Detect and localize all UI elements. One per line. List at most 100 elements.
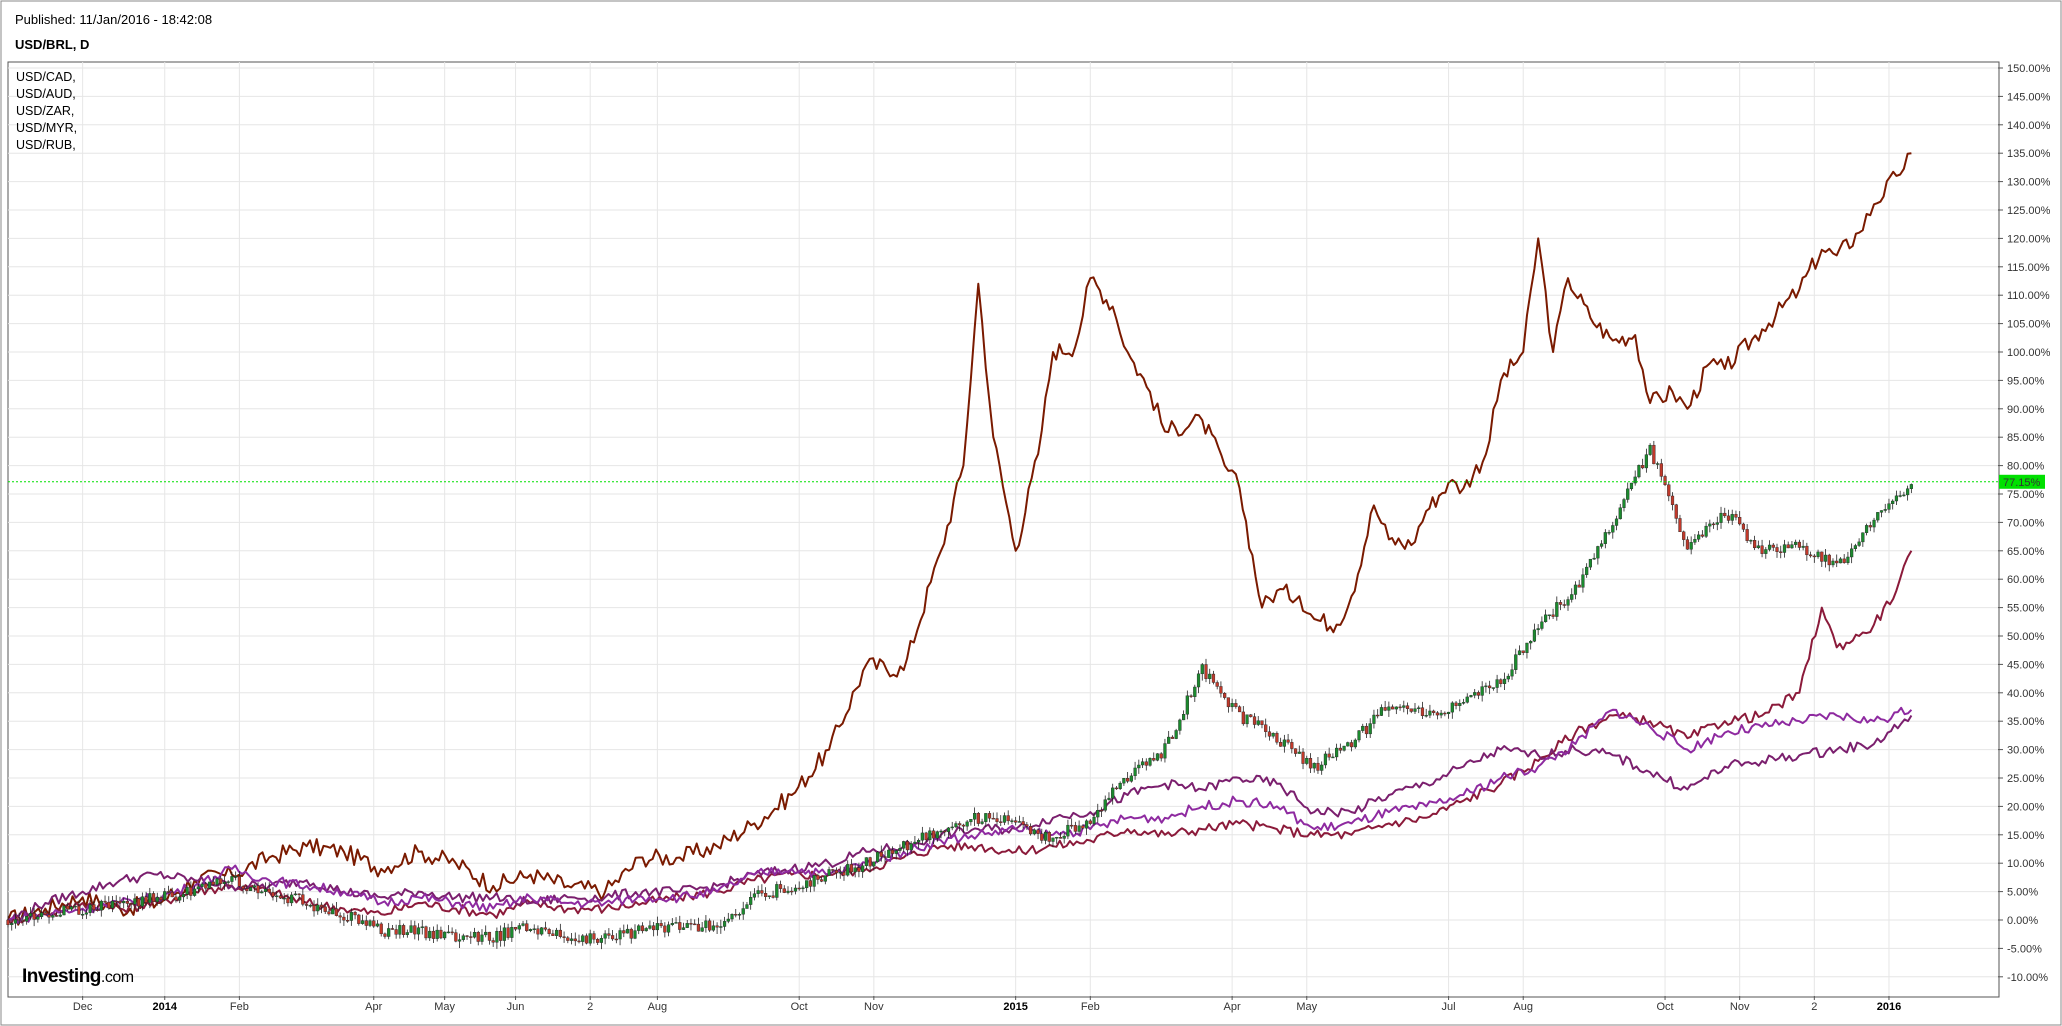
candle-body	[353, 911, 357, 916]
candle-body	[476, 932, 480, 942]
candle-body	[999, 821, 1003, 823]
logo-suffix: .com	[100, 969, 134, 986]
candle-body	[1058, 837, 1063, 839]
candle-body	[267, 888, 271, 893]
y-tick-label: 110.00%	[2007, 290, 2050, 302]
candle-body	[540, 927, 544, 935]
candle-body	[495, 930, 499, 943]
candle-body	[1331, 756, 1335, 759]
candle-body	[443, 931, 447, 939]
candle-body	[954, 823, 958, 828]
candle-body	[151, 893, 156, 902]
candle-body	[1682, 531, 1686, 540]
y-tick-label: 140.00%	[2007, 120, 2051, 132]
candle-body	[1129, 775, 1133, 782]
candle-body	[1062, 835, 1066, 839]
candle-body	[480, 934, 484, 942]
candle-body	[1249, 714, 1253, 717]
candle-body	[1786, 544, 1790, 549]
candle-body	[114, 900, 118, 903]
candle-body	[398, 925, 402, 935]
candle-body	[868, 857, 872, 867]
y-tick-label: 130.00%	[2007, 177, 2051, 189]
candle-body	[263, 888, 268, 892]
candle-body	[1010, 820, 1014, 822]
candle-body	[357, 914, 361, 924]
candle-body	[607, 933, 611, 936]
candle-body	[827, 869, 831, 876]
candle-body	[1417, 707, 1421, 709]
candle-body	[62, 905, 66, 916]
candle-body	[484, 931, 488, 936]
candle-body	[129, 903, 133, 905]
candle-body	[1659, 463, 1663, 477]
candle-body	[499, 930, 503, 941]
candle-body	[166, 891, 171, 893]
candle-body	[1626, 488, 1630, 500]
candle-body	[1099, 809, 1104, 812]
y-tick-label: 115.00%	[2007, 262, 2050, 274]
candle-body	[547, 929, 551, 934]
candle-body	[1685, 539, 1690, 550]
candle-body	[409, 925, 413, 933]
candle-body	[375, 923, 380, 927]
candle-body	[778, 884, 783, 889]
y-tick-label: 120.00%	[2007, 233, 2051, 245]
candle-body	[1715, 522, 1719, 525]
candle-body	[771, 895, 775, 898]
candle-body	[1670, 495, 1675, 505]
candle-body	[144, 896, 148, 903]
candle-body	[887, 849, 891, 858]
candle-body	[670, 923, 674, 925]
candle-body	[323, 906, 327, 912]
candle-body	[1812, 555, 1816, 558]
candle-body	[1148, 758, 1152, 766]
candle-body	[943, 830, 947, 833]
candle-body	[122, 901, 126, 904]
candle-body	[66, 905, 70, 910]
candle-body	[1872, 519, 1876, 528]
candle-body	[853, 867, 857, 873]
candle-body	[1816, 551, 1820, 557]
candle-body	[39, 912, 44, 917]
candle-body	[1555, 602, 1559, 617]
candle-body	[163, 891, 167, 900]
candle-body	[1305, 758, 1309, 764]
candle-body	[118, 900, 122, 904]
candle-body	[226, 881, 230, 883]
candle-body	[1084, 820, 1089, 829]
candle-body	[431, 930, 436, 939]
candle-body	[1002, 815, 1007, 823]
candle-body	[469, 936, 473, 938]
candle-body	[1424, 714, 1428, 717]
candle-body	[1883, 509, 1887, 511]
candle-body	[215, 878, 219, 885]
candle-body	[1353, 739, 1357, 748]
candle-body	[980, 821, 984, 824]
candle-body	[297, 893, 301, 896]
candle-body	[838, 871, 842, 874]
candle-body	[1465, 696, 1469, 703]
candle-body	[976, 813, 980, 824]
candle-body	[457, 939, 462, 942]
candle-body	[1480, 686, 1484, 696]
candle-body	[819, 879, 824, 882]
x-tick-label: Oct	[791, 1001, 808, 1013]
candle-body	[1368, 723, 1372, 735]
candle-body	[1652, 444, 1656, 465]
candle-body	[1581, 574, 1585, 588]
usd-brl-candles	[6, 440, 1913, 950]
candle-body	[1521, 650, 1525, 653]
candle-body	[349, 911, 353, 921]
investing-logo: Investing.com	[22, 966, 134, 988]
candle-body	[808, 880, 812, 887]
candle-body	[1293, 748, 1298, 754]
candle-body	[1122, 778, 1126, 784]
candle-body	[801, 887, 805, 890]
candle-body	[1196, 673, 1201, 688]
candle-body	[1420, 707, 1425, 716]
candle-body	[28, 913, 32, 917]
candle-body	[17, 919, 21, 921]
x-tick-label: Jul	[1442, 1001, 1456, 1013]
candle-body	[1301, 751, 1305, 764]
